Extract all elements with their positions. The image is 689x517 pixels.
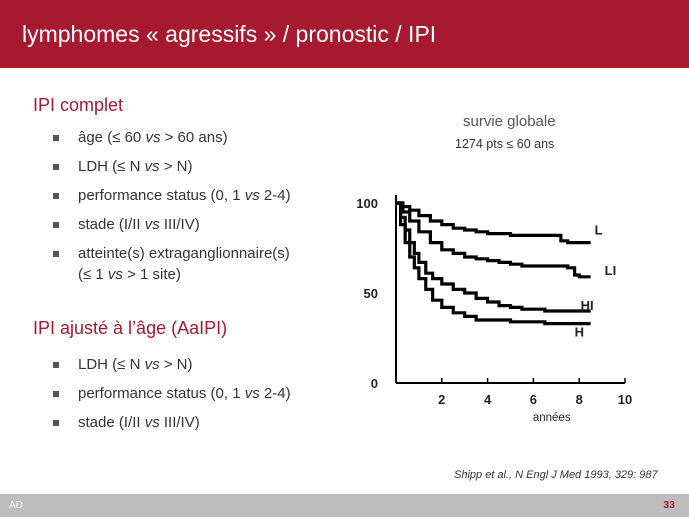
- y-tick-label: 50: [364, 286, 378, 301]
- list-item: stade (I/II vs III/IV): [53, 216, 291, 234]
- bullet-square-icon: [53, 251, 59, 257]
- item-text: > N): [159, 158, 193, 175]
- series-label: HI: [581, 298, 594, 313]
- series-label: H: [575, 325, 584, 340]
- vs-text: vs: [144, 414, 160, 431]
- vs-text: vs: [144, 356, 160, 373]
- list-item: stade (I/II vs III/IV): [53, 414, 291, 432]
- vs-text: vs: [107, 266, 123, 283]
- bullet-square-icon: [53, 391, 59, 397]
- x-tick-label: 10: [618, 392, 632, 407]
- item-text: III/IV): [159, 414, 200, 431]
- x-tick-label: 4: [484, 392, 492, 407]
- list-item: performance status (0, 1 vs 2-4): [53, 385, 291, 403]
- item-text: 2-4): [259, 385, 291, 402]
- item-text: (≤ 1: [78, 266, 108, 283]
- item-text: > 60 ans): [160, 129, 228, 146]
- x-tick-label: 6: [530, 392, 537, 407]
- vs-text: vs: [244, 385, 260, 402]
- list-item: (≤ 1 vs > 1 site): [53, 266, 291, 284]
- item-text: 2-4): [259, 187, 291, 204]
- vs-text: vs: [244, 187, 260, 204]
- list-item: âge (≤ 60 vs > 60 ans): [53, 129, 291, 147]
- page-number: 33: [663, 499, 675, 511]
- item-text: performance status (0, 1: [78, 385, 245, 402]
- list-item: LDH (≤ N vs > N): [53, 158, 291, 176]
- item-text: âge (≤ 60: [78, 129, 146, 146]
- item-text: LDH (≤ N: [78, 158, 145, 175]
- x-tick-label: 2: [438, 392, 445, 407]
- series-label: LI: [605, 263, 617, 278]
- survival-curve-h: [396, 201, 591, 326]
- footer-bar: AD 33: [0, 494, 689, 517]
- item-text: LDH (≤ N: [78, 356, 145, 373]
- chart-title: survie globale: [463, 113, 556, 130]
- y-tick-label: 100: [356, 196, 378, 211]
- item-text: stade (I/II: [78, 216, 145, 233]
- item-text: III/IV): [159, 216, 200, 233]
- bullet-square-icon: [53, 362, 59, 368]
- title-bar: lymphomes « agressifs » / pronostic / IP…: [0, 0, 689, 68]
- item-text: atteinte(s) extraganglionnaire(s): [78, 245, 290, 262]
- survival-curve-li: [396, 201, 591, 279]
- slide-title: lymphomes « agressifs » / pronostic / IP…: [22, 20, 437, 47]
- survival-curve-l: [396, 201, 591, 245]
- y-tick-label: 0: [371, 376, 378, 391]
- ipi-complet-list: âge (≤ 60 vs > 60 ans) LDH (≤ N vs > N) pe…: [53, 129, 291, 295]
- item-text: > 1 site): [122, 266, 181, 283]
- list-item: atteinte(s) extraganglionnaire(s): [53, 245, 291, 263]
- x-axis-label: années: [533, 412, 571, 424]
- series-label: L: [595, 223, 603, 238]
- survival-curve-hi: [396, 201, 591, 313]
- list-item: LDH (≤ N vs > N): [53, 356, 291, 374]
- aaipi-list: LDH (≤ N vs > N) performance status (0, 1…: [53, 356, 291, 443]
- bullet-square-icon: [53, 135, 59, 141]
- bullet-square-icon: [53, 420, 59, 426]
- section-heading-ipi-complet: IPI complet: [33, 95, 124, 115]
- chart-subtitle: 1274 pts ≤ 60 ans: [455, 137, 555, 151]
- item-text: performance status (0, 1: [78, 187, 245, 204]
- bullet-square-icon: [53, 193, 59, 199]
- item-text: stade (I/II: [78, 414, 145, 431]
- vs-text: vs: [145, 129, 161, 146]
- citation: Shipp et al., N Engl J Med 1993, 329: 98…: [454, 469, 658, 481]
- vs-text: vs: [144, 158, 160, 175]
- list-item: performance status (0, 1 vs 2-4): [53, 187, 291, 205]
- vs-text: vs: [144, 216, 160, 233]
- bullet-square-icon: [53, 164, 59, 170]
- footer-author: AD: [9, 500, 23, 511]
- x-tick-label: 8: [576, 392, 583, 407]
- section-heading-aaipi: IPI ajusté à l’âge (AaIPI): [33, 318, 228, 338]
- item-text: > N): [159, 356, 193, 373]
- survival-chart: 0 50 100 2 4 6 8 10 années L LI HI H: [356, 195, 632, 424]
- bullet-square-icon: [53, 222, 59, 228]
